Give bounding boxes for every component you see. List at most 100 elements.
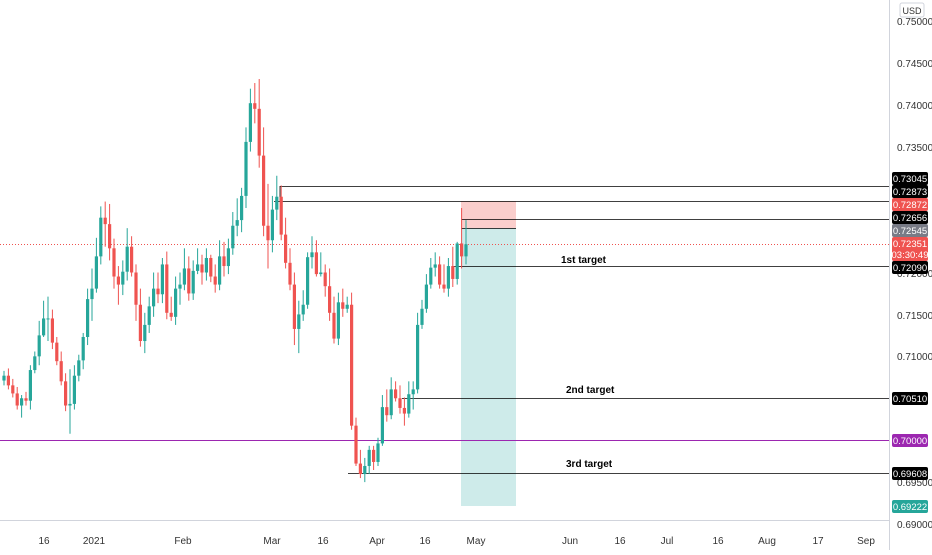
- candle-body[interactable]: [169, 312, 173, 317]
- candle-body[interactable]: [279, 196, 283, 235]
- candle-body[interactable]: [59, 361, 63, 382]
- candle-body[interactable]: [407, 394, 411, 414]
- candle-body[interactable]: [160, 264, 164, 295]
- candle-body[interactable]: [270, 209, 274, 241]
- candle-body[interactable]: [328, 286, 332, 313]
- candle-body[interactable]: [372, 449, 376, 462]
- candle-body[interactable]: [64, 381, 68, 406]
- candle-body[interactable]: [248, 103, 252, 142]
- candle-body[interactable]: [99, 217, 103, 257]
- candle-body[interactable]: [358, 463, 362, 475]
- candle-body[interactable]: [86, 299, 90, 337]
- candle-body[interactable]: [284, 234, 288, 263]
- candle-body[interactable]: [20, 398, 24, 406]
- candle-body[interactable]: [182, 268, 186, 285]
- candle-body[interactable]: [204, 257, 208, 273]
- take-profit-zone[interactable]: [461, 228, 516, 506]
- plot-area[interactable]: [0, 0, 889, 520]
- candle-body[interactable]: [143, 324, 147, 342]
- level-b-tag[interactable]: [892, 185, 928, 198]
- candle-body[interactable]: [398, 398, 402, 408]
- candle-body[interactable]: [152, 288, 156, 307]
- candle-body[interactable]: [108, 224, 112, 249]
- candle-body[interactable]: [297, 314, 301, 329]
- candle-body[interactable]: [332, 312, 336, 339]
- candle-body[interactable]: [438, 264, 442, 285]
- candle-body[interactable]: [15, 393, 19, 406]
- candle-body[interactable]: [134, 272, 138, 305]
- candle-body[interactable]: [222, 256, 226, 267]
- candle-body[interactable]: [402, 407, 406, 414]
- candle-body[interactable]: [244, 141, 248, 196]
- final-target-tag[interactable]: [892, 500, 928, 513]
- candle-body[interactable]: [376, 443, 380, 462]
- candle-body[interactable]: [345, 304, 349, 309]
- candle-body[interactable]: [187, 268, 191, 294]
- candle-body[interactable]: [310, 252, 314, 258]
- candle-body[interactable]: [323, 272, 327, 287]
- candle-body[interactable]: [367, 449, 371, 466]
- time-axis[interactable]: 16 2021 Feb Mar 16 Apr 16 May Jun 16 Jul…: [38, 536, 875, 547]
- candle-body[interactable]: [6, 375, 10, 386]
- candle-body[interactable]: [2, 375, 6, 381]
- candle-body[interactable]: [363, 465, 367, 475]
- level-c-tag[interactable]: [892, 211, 928, 224]
- candle-body[interactable]: [213, 276, 217, 285]
- candle-body[interactable]: [121, 271, 125, 285]
- candle-body[interactable]: [446, 266, 450, 289]
- price-axis[interactable]: USD 0.75000 0.74500 0.74000 0.73500 0.72…: [892, 2, 932, 531]
- candle-body[interactable]: [50, 318, 54, 343]
- candle-body[interactable]: [336, 302, 340, 339]
- candle-body[interactable]: [46, 318, 50, 320]
- candle-body[interactable]: [350, 304, 354, 426]
- candle-body[interactable]: [442, 284, 446, 289]
- candle-body[interactable]: [380, 407, 384, 444]
- candle-body[interactable]: [460, 243, 464, 257]
- candle-body[interactable]: [28, 370, 32, 401]
- candle-body[interactable]: [416, 324, 420, 390]
- candle-body[interactable]: [138, 304, 142, 342]
- candle-body[interactable]: [262, 155, 266, 226]
- candle-body[interactable]: [33, 356, 37, 371]
- level-a-tag[interactable]: [892, 172, 928, 185]
- candle-body[interactable]: [429, 267, 433, 285]
- candle-body[interactable]: [37, 335, 41, 357]
- candle-body[interactable]: [253, 103, 257, 109]
- currency-box[interactable]: [899, 2, 925, 18]
- candle-body[interactable]: [420, 308, 424, 325]
- entry-tag[interactable]: [892, 224, 928, 237]
- target-2-tag[interactable]: [892, 392, 928, 405]
- candle-body[interactable]: [125, 246, 129, 272]
- candle-body[interactable]: [116, 276, 120, 285]
- candle-body[interactable]: [240, 195, 244, 221]
- candle-body[interactable]: [464, 244, 468, 257]
- candle-body[interactable]: [174, 288, 178, 317]
- candle-body[interactable]: [451, 266, 455, 279]
- candle-body[interactable]: [191, 270, 195, 294]
- candle-body[interactable]: [455, 243, 459, 279]
- candle-body[interactable]: [257, 108, 261, 156]
- candle-body[interactable]: [389, 389, 393, 416]
- candle-body[interactable]: [235, 220, 239, 226]
- candle-body[interactable]: [424, 284, 428, 309]
- candle-body[interactable]: [112, 248, 116, 277]
- candle-body[interactable]: [306, 257, 310, 305]
- candle-body[interactable]: [77, 360, 81, 376]
- candle-body[interactable]: [55, 342, 59, 362]
- candle-body[interactable]: [411, 389, 415, 395]
- candle-body[interactable]: [319, 272, 323, 275]
- candle-body[interactable]: [196, 264, 200, 271]
- candle-body[interactable]: [11, 385, 15, 394]
- candle-body[interactable]: [354, 425, 358, 464]
- candle-body[interactable]: [266, 225, 270, 241]
- candle-body[interactable]: [288, 262, 292, 285]
- candle-body[interactable]: [394, 389, 398, 399]
- candle-body[interactable]: [226, 248, 230, 267]
- candle-body[interactable]: [156, 288, 160, 295]
- candle-body[interactable]: [103, 217, 107, 225]
- candle-body[interactable]: [72, 375, 76, 404]
- candle-body[interactable]: [147, 306, 151, 325]
- candle-body[interactable]: [200, 264, 204, 273]
- stop-loss-zone[interactable]: [461, 201, 516, 228]
